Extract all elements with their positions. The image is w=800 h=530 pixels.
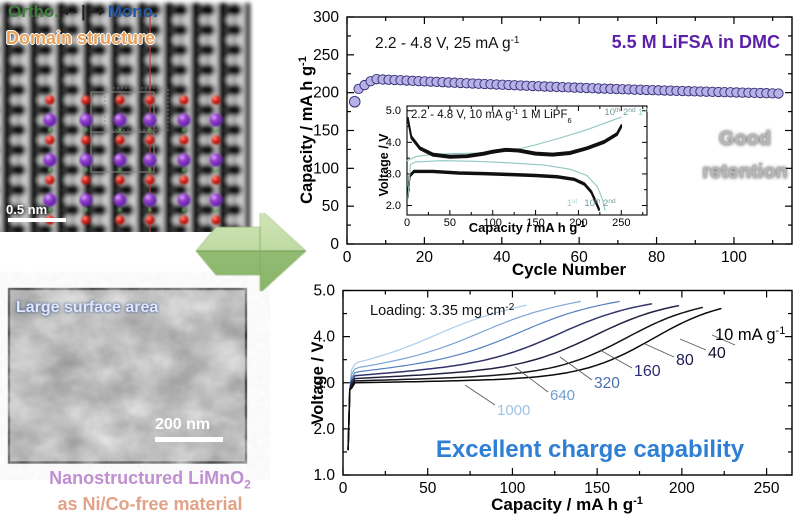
svg-text:640: 640: [550, 387, 575, 404]
svg-text:retention: retention: [702, 161, 788, 183]
svg-text:Loading: 3.35 mg cm-2: Loading: 3.35 mg cm-2: [370, 302, 515, 320]
svg-text:2.2 - 4.8 V, 10 mA g-1 1 M Li: 2.2 - 4.8 V, 10 mA g-1 1 M LiPF6: [411, 107, 572, 125]
svg-text:150: 150: [584, 480, 610, 497]
svg-text:150: 150: [313, 123, 339, 140]
svg-text:Large surface area: Large surface area: [16, 299, 158, 316]
svg-text:3.0: 3.0: [313, 375, 335, 392]
svg-text:160: 160: [634, 363, 661, 380]
svg-text:200: 200: [669, 480, 695, 497]
svg-text:20: 20: [416, 249, 434, 266]
svg-text:50: 50: [444, 217, 456, 229]
svg-text:150: 150: [526, 217, 544, 229]
svg-text:50: 50: [322, 198, 340, 215]
svg-text:100: 100: [313, 160, 339, 177]
svg-text:0: 0: [330, 236, 339, 253]
svg-text:5.0: 5.0: [386, 105, 401, 117]
svg-text:1000: 1000: [497, 402, 530, 419]
svg-text:50: 50: [419, 480, 437, 497]
svg-text:10th 2nd: 10th 2nd: [604, 107, 636, 119]
svg-text:250: 250: [754, 480, 780, 497]
svg-text:5.5 M LiFSA in DMC: 5.5 M LiFSA in DMC: [612, 32, 780, 52]
svg-text:2.0: 2.0: [386, 200, 401, 212]
svg-text:300: 300: [313, 9, 339, 26]
svg-text:100: 100: [484, 217, 502, 229]
svg-text:10th 2nd: 10th 2nd: [584, 198, 616, 210]
svg-text:retention: retention: [702, 161, 788, 183]
svg-text:Good: Good: [719, 128, 771, 150]
svg-text:80: 80: [648, 249, 666, 266]
svg-text:10 mA g-1: 10 mA g-1: [715, 325, 785, 344]
svg-text:2.0: 2.0: [313, 421, 335, 438]
svg-text:Good: Good: [719, 128, 771, 150]
svg-text:320: 320: [594, 375, 620, 392]
svg-text:200: 200: [313, 85, 339, 102]
svg-text:200: 200: [569, 217, 587, 229]
svg-text:4.0: 4.0: [313, 329, 335, 346]
svg-text:0: 0: [343, 249, 352, 266]
svg-text:200 nm: 200 nm: [155, 416, 210, 433]
svg-text:100: 100: [721, 249, 747, 266]
svg-text:40: 40: [708, 345, 726, 362]
svg-text:2.2 - 4.8 V, 25 mA g-1: 2.2 - 4.8 V, 25 mA g-1: [375, 35, 520, 53]
svg-text:100: 100: [499, 480, 525, 497]
svg-text:1st: 1st: [638, 107, 649, 119]
svg-text:Cycle Number: Cycle Number: [512, 260, 627, 279]
svg-text:250: 250: [313, 47, 339, 64]
svg-text:250: 250: [612, 217, 630, 229]
svg-text:1.0: 1.0: [313, 467, 335, 484]
svg-text:0: 0: [404, 217, 410, 229]
svg-text:Capacity / mA h g-1: Capacity / mA h g-1: [469, 219, 586, 235]
svg-text:3.0: 3.0: [386, 168, 401, 180]
svg-text:Excellent charge capability: Excellent charge capability: [436, 436, 745, 463]
svg-text:Voltage / V: Voltage / V: [377, 133, 391, 197]
svg-text:60: 60: [571, 249, 589, 266]
svg-text:80: 80: [676, 352, 694, 369]
svg-text:40: 40: [493, 249, 511, 266]
svg-text:5.0: 5.0: [313, 283, 335, 300]
svg-text:0: 0: [339, 480, 348, 497]
svg-text:4.0: 4.0: [386, 137, 401, 149]
svg-text:1st: 1st: [567, 198, 578, 210]
svg-text:0.5 nm: 0.5 nm: [6, 202, 47, 217]
svg-text:Capacity / mA h g-1: Capacity / mA h g-1: [491, 495, 643, 514]
svg-text:Voltage / V: Voltage / V: [309, 341, 327, 424]
